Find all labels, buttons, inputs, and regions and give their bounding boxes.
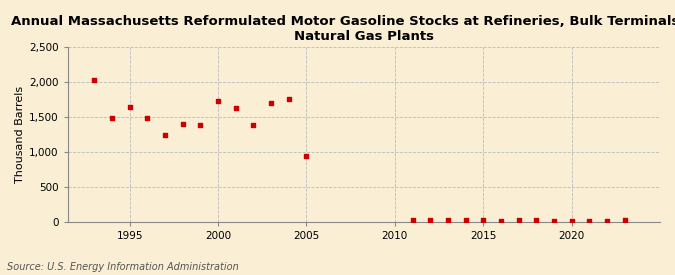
Point bbox=[266, 101, 277, 105]
Point bbox=[160, 133, 171, 137]
Point bbox=[531, 218, 541, 222]
Point bbox=[248, 123, 259, 127]
Point bbox=[195, 123, 206, 127]
Point bbox=[619, 218, 630, 222]
Point bbox=[407, 218, 418, 222]
Point bbox=[495, 218, 506, 223]
Point bbox=[425, 218, 435, 222]
Point bbox=[213, 99, 223, 104]
Point bbox=[443, 218, 454, 222]
Point bbox=[124, 105, 135, 109]
Y-axis label: Thousand Barrels: Thousand Barrels bbox=[15, 86, 25, 183]
Point bbox=[549, 219, 560, 223]
Point bbox=[301, 154, 312, 158]
Point bbox=[601, 218, 612, 223]
Point bbox=[107, 116, 117, 120]
Point bbox=[230, 106, 241, 110]
Point bbox=[460, 218, 471, 222]
Point bbox=[478, 218, 489, 222]
Point bbox=[178, 122, 188, 126]
Text: Source: U.S. Energy Information Administration: Source: U.S. Energy Information Administ… bbox=[7, 262, 238, 272]
Point bbox=[566, 218, 577, 223]
Point bbox=[584, 219, 595, 223]
Title: Annual Massachusetts Reformulated Motor Gasoline Stocks at Refineries, Bulk Term: Annual Massachusetts Reformulated Motor … bbox=[11, 15, 675, 43]
Point bbox=[89, 78, 100, 82]
Point bbox=[513, 218, 524, 222]
Point bbox=[284, 97, 294, 101]
Point bbox=[142, 116, 153, 120]
